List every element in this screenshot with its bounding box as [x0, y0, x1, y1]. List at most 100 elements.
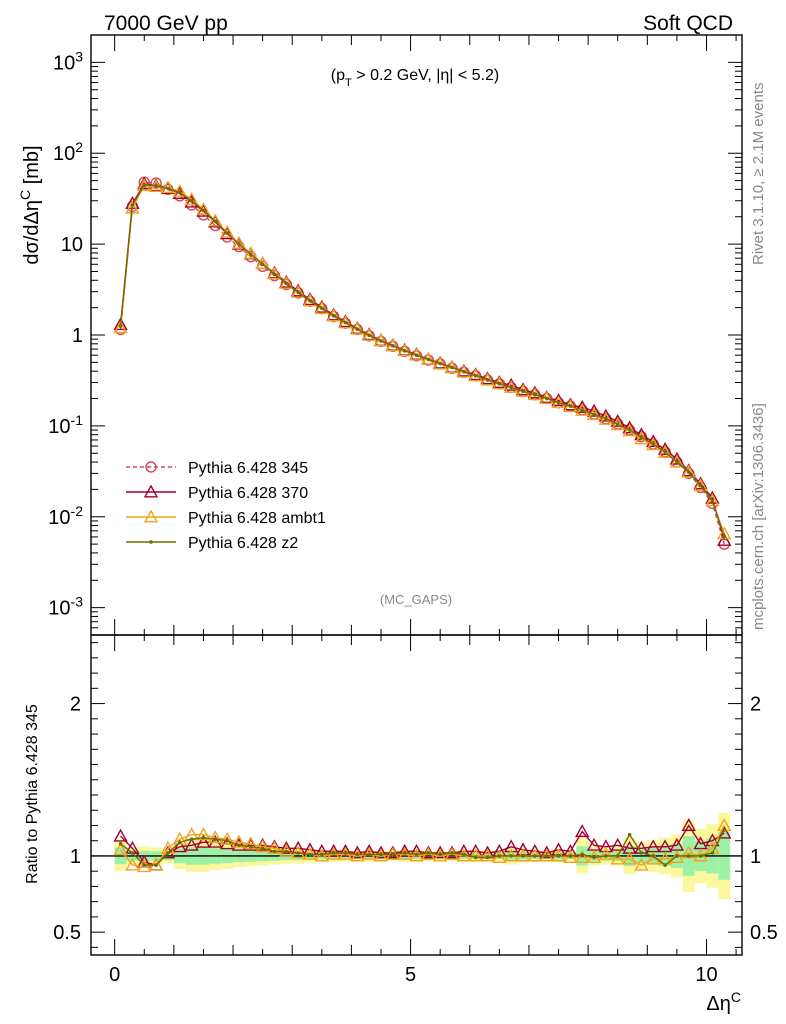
ratio-data-point	[373, 848, 389, 862]
ratio-data-point	[331, 851, 336, 855]
main-data-point	[196, 202, 211, 216]
main-data-point	[622, 423, 637, 437]
main-data-point	[586, 407, 602, 421]
ratio-data-point	[634, 857, 649, 871]
main-data-point	[604, 416, 608, 421]
ratio-data-point	[622, 851, 637, 865]
main-data-point	[646, 437, 661, 451]
ratio-data-point	[201, 835, 206, 840]
main-data-point	[314, 300, 329, 314]
main-data-point	[544, 396, 549, 401]
main-series-line	[119, 184, 725, 538]
main-data-point	[279, 275, 294, 289]
ratio-data-point	[722, 828, 727, 832]
x-tick-label: 10	[695, 964, 717, 986]
ratio-data-point	[130, 851, 135, 855]
main-data-point	[231, 235, 247, 249]
ratio-y-axis-label: Ratio to Pythia 6.428 345	[24, 704, 41, 884]
main-data-point	[462, 369, 466, 374]
ratio-data-point	[575, 824, 590, 838]
ratio-data-point	[426, 851, 431, 855]
ratio-data-point	[338, 843, 353, 857]
ratio-y-tick-label: 0.5	[53, 922, 81, 944]
main-data-point	[290, 284, 306, 298]
ratio-data-point	[438, 852, 442, 857]
ratio-data-point	[350, 848, 365, 862]
y-tick-label: 10-2	[48, 503, 83, 529]
tick-labels: 10-3 10-2 10-1 1 10 102 103 0 5 10 0.5 0.5 1 1 2 2	[48, 48, 778, 986]
main-data-point	[142, 182, 147, 187]
x-tick-label: 5	[405, 964, 416, 986]
main-data-point	[598, 411, 614, 425]
ratio-data-point	[118, 841, 123, 846]
main-data-point	[166, 186, 170, 191]
main-data-point	[296, 290, 300, 295]
legend-marker	[143, 484, 159, 498]
main-data-point	[243, 245, 258, 259]
ratio-data-point	[598, 839, 614, 853]
main-data-point	[201, 208, 206, 213]
ratio-data-point	[421, 845, 436, 859]
ratio-data-point	[681, 818, 696, 831]
y-tick-label: 1	[72, 325, 83, 347]
main-data-point	[592, 412, 596, 417]
analysis-watermark: (MC_GAPS)	[380, 592, 452, 607]
ratio-y-tick-label-right: 1	[750, 846, 761, 868]
main-data-point	[248, 252, 253, 257]
main-data-point	[693, 478, 708, 492]
ratio-data-point	[651, 854, 656, 858]
main-data-point	[450, 365, 454, 370]
main-data-point	[563, 399, 578, 413]
y-tick-label: 10-3	[48, 594, 83, 620]
ratio-data-point	[468, 848, 483, 862]
cut-label: (pT > 0.2 GeV, |η| < 5.2)	[331, 67, 499, 89]
ratio-data-point	[320, 852, 324, 857]
ratio-data-point	[504, 839, 519, 853]
main-data-point	[681, 464, 696, 478]
y-tick-label: 10	[61, 234, 83, 256]
ratio-data-point	[639, 851, 644, 855]
ratio-series-line	[120, 829, 725, 866]
axis-ticks	[91, 34, 742, 955]
side-mcplots-label: mcplots.cern.ch [arXiv:1306.3436]	[750, 403, 767, 630]
main-data-point	[669, 454, 685, 468]
main-data-point	[657, 442, 673, 455]
main-data-point	[485, 378, 490, 382]
ratio-data-point	[444, 845, 460, 859]
ratio-data-point	[556, 854, 561, 858]
ratio-data-point	[575, 850, 590, 863]
ratio-data-point	[379, 852, 383, 857]
main-data-point	[237, 242, 241, 246]
main-data-point	[575, 399, 590, 413]
ratio-data-point	[350, 845, 365, 859]
main-data-point	[189, 198, 194, 203]
y-tick-label: 102	[53, 139, 83, 165]
ratio-data-point	[314, 848, 329, 862]
ratio-data-point	[391, 852, 395, 857]
ratio-data-point	[663, 863, 667, 867]
ratio-data-point	[125, 857, 140, 871]
main-data-point	[225, 231, 229, 235]
ratio-data-point	[189, 837, 194, 841]
main-data-point	[391, 344, 395, 348]
ratio-data-point	[284, 849, 289, 854]
main-data-point	[663, 449, 667, 454]
main-data-point	[137, 176, 152, 190]
main-data-point	[196, 203, 211, 217]
main-data-point	[651, 442, 656, 446]
ratio-data-point	[248, 845, 253, 849]
ratio-data-point	[432, 845, 448, 859]
ratio-data-point	[627, 832, 632, 837]
main-data-point	[698, 483, 703, 488]
legend: Pythia 6.428 345 Pythia 6.428 370 Pythia 6…	[126, 460, 326, 552]
main-data-point	[426, 357, 431, 362]
ratio-data-point	[521, 854, 525, 858]
header-left: 7000 GeV pp	[104, 12, 228, 35]
main-data-point	[308, 298, 312, 303]
main-data-point	[509, 385, 513, 390]
ratio-data-point	[272, 849, 277, 854]
main-data-point	[267, 266, 282, 280]
ratio-data-point	[592, 855, 596, 860]
main-data-point	[438, 361, 442, 366]
